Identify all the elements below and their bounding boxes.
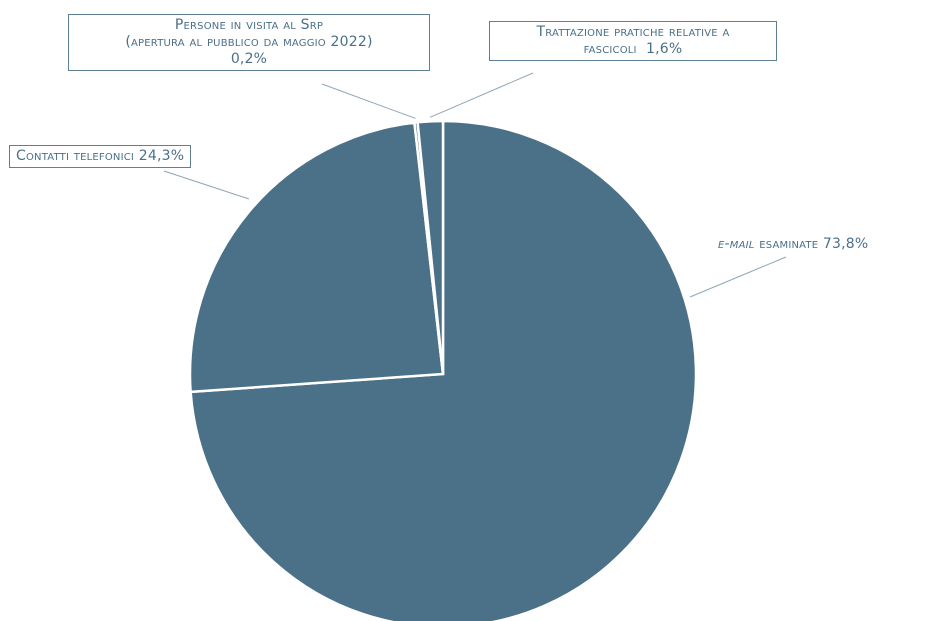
leader-lines [163,72,787,298]
label-contatti-text: Contatti telefonici [16,148,135,164]
leader-email [689,256,787,298]
label-email-rest: esaminate [754,236,819,252]
label-trattazione-pratiche: Trattazione pratiche relative a fascicol… [489,21,777,61]
slice-contatti-telefonici [188,121,445,394]
label-contatti-value: 24,3% [138,148,185,164]
label-email-esaminate: e-mail esaminate 73,8% [718,236,868,253]
leader-trattazione [429,72,534,118]
label-trattazione-value: 1,6% [646,41,683,57]
pie-slices [188,119,698,621]
slice-trattazione-pratiche [416,119,445,375]
label-persone-line2: (apertura al pubblico da maggio 2022) [125,34,373,50]
label-persone-line1: Persone in visita al Srp [174,17,324,33]
label-trattazione-line2-wrap: fascicoli 1,6% [496,41,770,58]
leader-contatti [163,170,250,200]
label-email-emph: e-mail [718,236,755,252]
label-trattazione-line2: fascicoli [583,41,637,57]
label-trattazione-line1: Trattazione pratiche relative a [536,24,730,40]
label-persone-value: 0,2% [230,51,268,67]
label-persone-in-visita: Persone in visita al Srp (apertura al pu… [68,14,430,71]
label-email-value: 73,8% [822,236,869,252]
label-contatti-telefonici: Contatti telefonici 24,3% [9,145,192,168]
leader-persone [321,83,416,119]
